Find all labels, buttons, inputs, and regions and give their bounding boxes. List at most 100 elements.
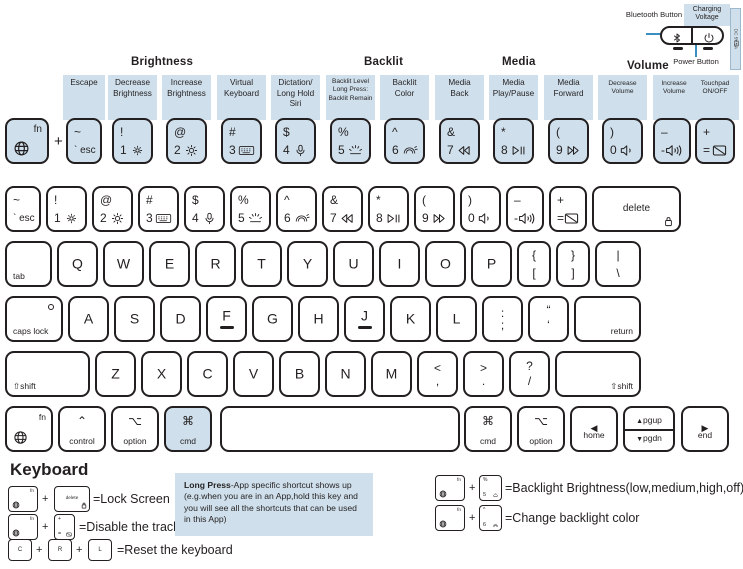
fnrow-key-increase-volume[interactable]: – - (653, 118, 691, 164)
key-c[interactable]: C (187, 351, 228, 397)
key-o[interactable]: O (425, 241, 466, 287)
key-d[interactable]: D (160, 296, 201, 342)
fnrow-key-media-back[interactable]: & 7 (439, 118, 480, 164)
key-letter: Z (111, 365, 120, 382)
key-period[interactable]: > . (463, 351, 504, 397)
fnrow-key-backlit-level[interactable]: % 5 (330, 118, 371, 164)
key-l[interactable]: L (436, 296, 477, 342)
key-bracket-right[interactable]: } ] (556, 241, 590, 287)
key-shift-left[interactable]: ⇧shift (5, 351, 90, 397)
key-1[interactable]: ! 1 (46, 186, 87, 232)
fnrow-key-increase-brightness[interactable]: @ 2 (166, 118, 207, 164)
key-return[interactable]: return (574, 296, 641, 342)
key-j[interactable]: J (344, 296, 385, 342)
fnrow-fn-key[interactable]: fn (5, 118, 49, 164)
key-n[interactable]: N (325, 351, 366, 397)
play-pause-icon (510, 144, 527, 157)
legend-key-touchpad[interactable]: + = (54, 514, 75, 540)
key-end-right-arrow[interactable]: ▶ end (681, 406, 729, 452)
key-bottom-symbol: ; (500, 318, 505, 332)
legend-key-r[interactable]: R (48, 539, 72, 561)
long-press-text: -App specific shortcut shows up (e.g.whe… (184, 480, 358, 525)
key-z[interactable]: Z (95, 351, 136, 397)
control-glyph: ⌃ (76, 414, 88, 428)
key-escape[interactable]: ~ ` esc (5, 186, 41, 232)
key-letter: R (210, 255, 221, 272)
key-option-left[interactable]: ⌥ option (111, 406, 159, 452)
legend-key-c[interactable]: C (8, 539, 32, 561)
key-m[interactable]: M (371, 351, 412, 397)
key-semicolon[interactable]: : ; (482, 296, 523, 342)
key-e[interactable]: E (149, 241, 190, 287)
key-r[interactable]: R (195, 241, 236, 287)
legend-key-delete[interactable]: delete (54, 486, 90, 512)
key-4[interactable]: $ 4 (184, 186, 225, 232)
fnrow-key-virtual-keyboard[interactable]: # 3 (221, 118, 262, 164)
fnrow-key-media-play-pause[interactable]: * 8 (493, 118, 534, 164)
key-y[interactable]: Y (287, 241, 328, 287)
key-p[interactable]: P (471, 241, 512, 287)
legend-key-fn-3[interactable]: fn (435, 475, 465, 501)
legend-key-backlit-color[interactable]: ^ 6 (479, 505, 502, 531)
fnrow-key-decrease-brightness[interactable]: ! 1 (112, 118, 153, 164)
key-x[interactable]: X (141, 351, 182, 397)
key-0[interactable]: ) 0 (460, 186, 501, 232)
key-h[interactable]: H (298, 296, 339, 342)
legend-key-backlit-level[interactable]: % 5 (479, 475, 502, 501)
key-5[interactable]: % 5 (230, 186, 271, 232)
key-equal[interactable]: + = (549, 186, 587, 232)
key-bottom-symbol: 0 (468, 211, 475, 225)
key-quote[interactable]: “ ‘ (528, 296, 569, 342)
module-divider (691, 28, 694, 43)
key-control[interactable]: ⌃ control (58, 406, 106, 452)
key-comma[interactable]: < , (417, 351, 458, 397)
key-shift-right[interactable]: ⇧shift (555, 351, 641, 397)
fnrow-key-media-forward[interactable]: ( 9 (548, 118, 589, 164)
key-2[interactable]: @ 2 (92, 186, 133, 232)
fnrow-key-dictation[interactable]: $ 4 (275, 118, 316, 164)
key-backslash[interactable]: | \ (595, 241, 641, 287)
legend-key-fn-4[interactable]: fn (435, 505, 465, 531)
key-cmd-left[interactable]: ⌘ cmd (164, 406, 212, 452)
key-u[interactable]: U (333, 241, 374, 287)
key-7[interactable]: & 7 (322, 186, 363, 232)
legend-key-fn-2[interactable]: fn (8, 514, 38, 540)
key-bracket-left[interactable]: { [ (517, 241, 551, 287)
key-slash[interactable]: ? / (509, 351, 550, 397)
fnrow-key-touchpad-toggle[interactable]: + = (695, 118, 735, 164)
key-k[interactable]: K (390, 296, 431, 342)
key-i[interactable]: I (379, 241, 420, 287)
key-f[interactable]: F (206, 296, 247, 342)
key-a[interactable]: A (68, 296, 109, 342)
key-s[interactable]: S (114, 296, 155, 342)
key-g[interactable]: G (252, 296, 293, 342)
key-b[interactable]: B (279, 351, 320, 397)
key-cmd-right[interactable]: ⌘ cmd (464, 406, 512, 452)
fnrow-key-escape[interactable]: ~ ` esc (66, 118, 102, 164)
key-top-symbol: # (229, 125, 236, 139)
key-option-right[interactable]: ⌥ option (517, 406, 565, 452)
key-t[interactable]: T (241, 241, 282, 287)
key-3[interactable]: # 3 (138, 186, 179, 232)
legend-key-l[interactable]: L (88, 539, 112, 561)
key-minus[interactable]: – - (506, 186, 544, 232)
key-tab[interactable]: tab (5, 241, 52, 287)
key-home-left-arrow[interactable]: ◀ home (570, 406, 618, 452)
key-w[interactable]: W (103, 241, 144, 287)
bluetooth-icon[interactable] (671, 31, 683, 43)
key-8[interactable]: * 8 (368, 186, 409, 232)
key-6[interactable]: ^ 6 (276, 186, 317, 232)
fnrow-key-decrease-volume[interactable]: ) 0 (602, 118, 643, 164)
key-fn[interactable]: fn (5, 406, 53, 452)
key-space[interactable] (220, 406, 460, 452)
key-q[interactable]: Q (57, 241, 98, 287)
key-v[interactable]: V (233, 351, 274, 397)
legend-key-fn-1[interactable]: fn (8, 486, 38, 512)
key-pgup-pgdn[interactable]: ▲pgup ▼pgdn (623, 406, 675, 452)
key-9[interactable]: ( 9 (414, 186, 455, 232)
key-delete[interactable]: delete (592, 186, 681, 232)
power-icon[interactable] (703, 31, 715, 43)
fnrow-key-backlit-color[interactable]: ^ 6 (384, 118, 425, 164)
key-caps-lock[interactable]: caps lock (5, 296, 63, 342)
